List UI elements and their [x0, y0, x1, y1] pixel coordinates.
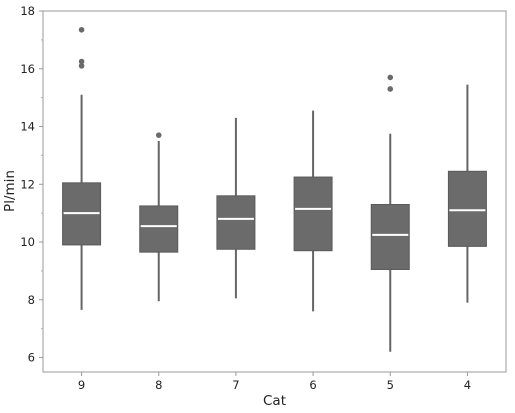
x-axis: 9 8 7 6 5 4 — [78, 372, 471, 392]
y-tick-label: 12 — [20, 177, 35, 191]
y-tick-label: 16 — [20, 62, 35, 76]
box-body — [139, 205, 179, 253]
box-group-9 — [62, 26, 102, 310]
box-group-5 — [370, 74, 410, 352]
x-tick-label: 6 — [309, 378, 316, 392]
y-tick-label: 18 — [20, 4, 35, 18]
box-body — [370, 203, 410, 270]
box-body — [216, 195, 256, 250]
x-tick-label: 4 — [464, 378, 471, 392]
box-group-4 — [447, 84, 487, 303]
outlier-point — [387, 86, 394, 92]
y-tick-label: 8 — [28, 293, 35, 307]
outlier-point — [155, 132, 162, 138]
outlier-point — [78, 26, 85, 33]
x-tick-label: 9 — [78, 378, 85, 392]
x-tick-label: 5 — [387, 378, 394, 392]
x-axis-title: Cat — [263, 393, 286, 409]
box-group-7 — [216, 117, 256, 299]
y-axis-title: Pl/min — [2, 170, 18, 212]
box-group-6 — [293, 110, 333, 312]
outlier-point — [78, 63, 85, 69]
box-body — [293, 176, 333, 252]
box-series — [62, 26, 487, 352]
box-group-8 — [139, 132, 179, 302]
outlier-point — [387, 74, 394, 81]
y-tick-label: 6 — [28, 351, 35, 365]
y-tick-label: 10 — [20, 235, 35, 249]
box-body — [447, 170, 487, 247]
y-axis: 6 8 10 12 14 16 18 — [20, 4, 43, 365]
x-tick-label: 7 — [232, 378, 239, 392]
plot-frame — [42, 10, 507, 373]
outlier-point — [78, 58, 85, 65]
y-tick-label: 14 — [20, 120, 35, 134]
x-tick-label: 8 — [155, 378, 162, 392]
